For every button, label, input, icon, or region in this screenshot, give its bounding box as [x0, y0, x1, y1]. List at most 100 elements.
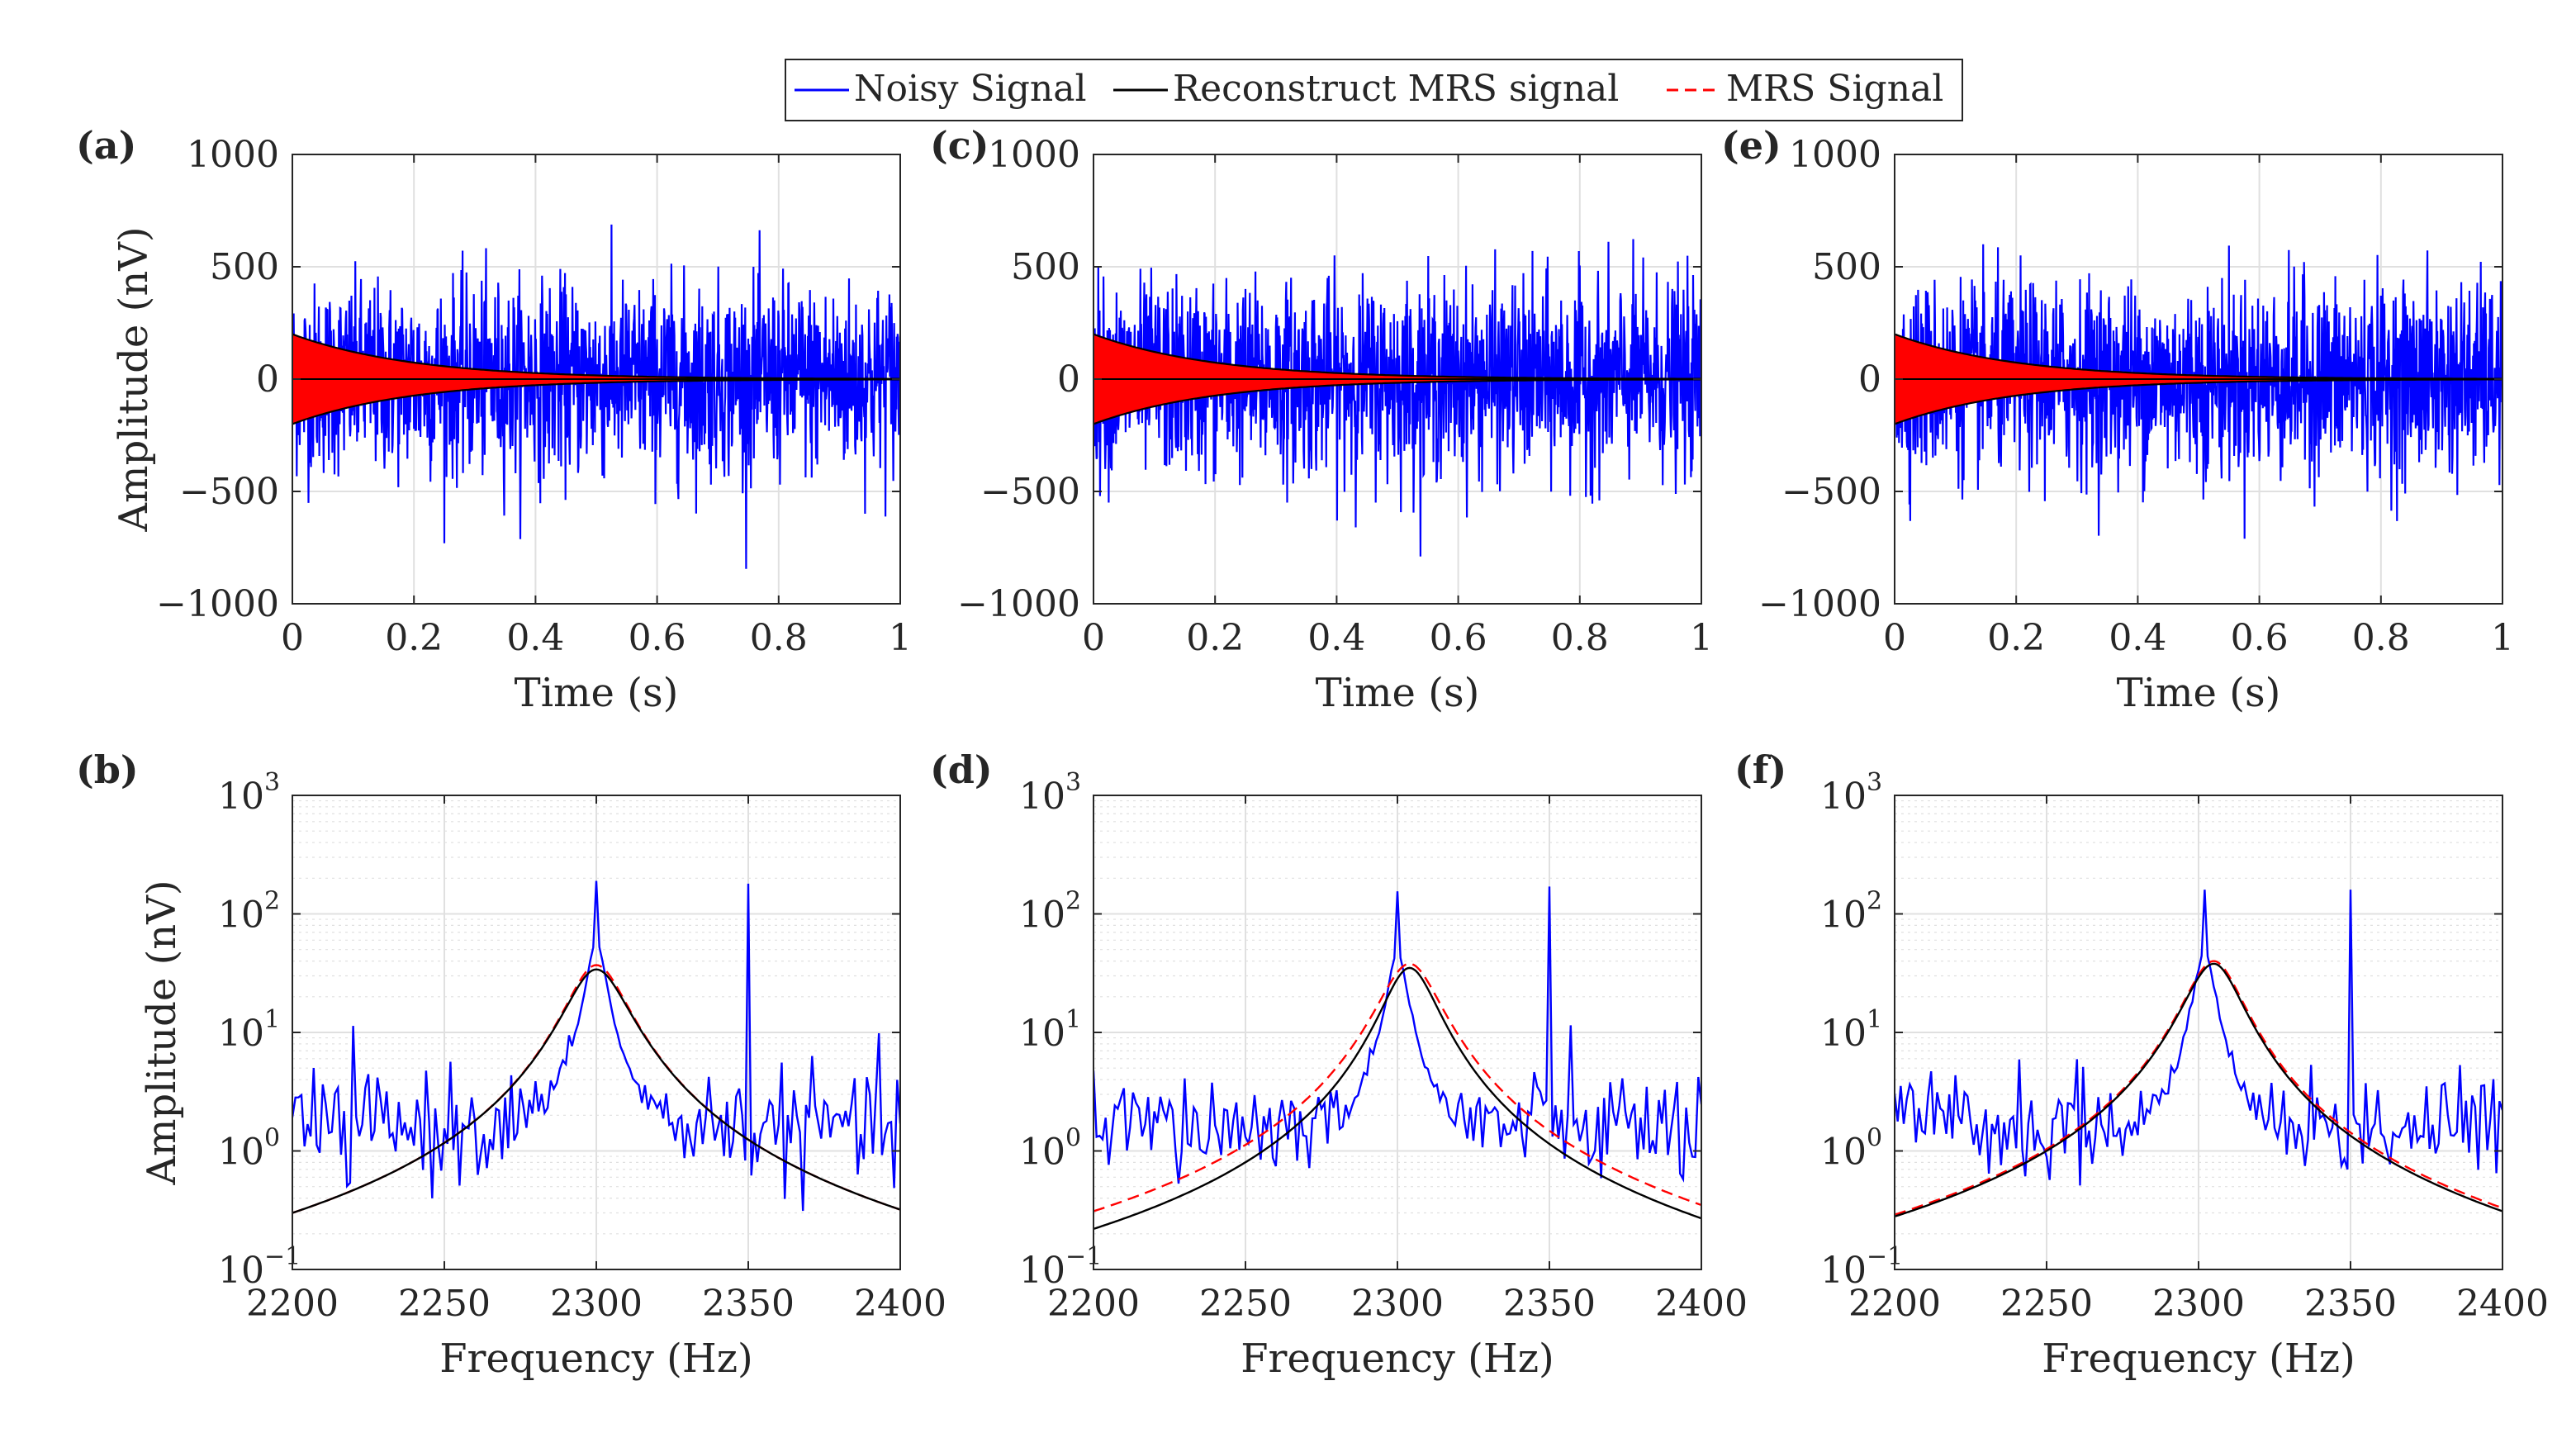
x-tick-label: 2200 [1047, 1283, 1140, 1325]
x-tick-label: 2200 [1848, 1283, 1941, 1325]
series-noisy-signal [1093, 239, 1701, 557]
series-noisy-signal [1895, 244, 2502, 539]
x-tick-label: 0.2 [1186, 617, 1244, 659]
x-tick-label: 0 [281, 617, 304, 659]
y-tick-exponent: 3 [264, 768, 280, 797]
y-tick-exponent: 1 [1065, 1005, 1081, 1034]
x-tick-label: 0.8 [750, 617, 808, 659]
x-tick-label: 0.8 [2352, 617, 2410, 659]
y-tick-label: −1000 [1758, 583, 1881, 625]
legend-label-mrs: MRS Signal [1726, 68, 1943, 110]
y-tick-exponent: 2 [1065, 887, 1081, 916]
x-tick-label: 2400 [854, 1283, 946, 1325]
y-tick-label: 0 [1858, 358, 1881, 401]
y-tick-exponent: 1 [1867, 1005, 1882, 1034]
series-noisy-signal [1093, 886, 1701, 1184]
x-tick-label: 1 [2491, 617, 2514, 659]
x-tick-label: 0.8 [1551, 617, 1609, 659]
series-group [292, 224, 900, 569]
series-reconstruct-mrs-signal [1895, 962, 2502, 1217]
x-tick-label: 2300 [2152, 1283, 2245, 1325]
x-tick-label: 2350 [702, 1283, 795, 1325]
y-tick-label: 10 [1019, 894, 1065, 937]
x-axis-label: Frequency (Hz) [1241, 1336, 1554, 1382]
y-tick-label: 500 [1812, 246, 1881, 288]
panel-label: (d) [930, 747, 993, 792]
x-tick-label: 0 [1082, 617, 1105, 659]
y-tick-label: −1000 [156, 583, 279, 625]
y-tick-label: 10 [218, 1132, 264, 1174]
series-group [1895, 890, 2502, 1217]
y-tick-exponent: 3 [1065, 768, 1081, 797]
panel-e: 0 0.2 0.4 0.6 0.8 1 −1000 −500 0 500 1000 Time (s) (… [1721, 123, 2514, 716]
y-tick-label: 10 [1019, 1250, 1065, 1292]
x-tick-label: 2400 [2456, 1283, 2549, 1325]
y-axis-label: Amplitude (nV) [111, 226, 157, 532]
y-tick-label: −500 [179, 471, 279, 513]
x-tick-label: 2250 [398, 1283, 491, 1325]
y-tick-exponent: 2 [264, 887, 280, 916]
y-tick-label: 0 [256, 358, 279, 401]
x-tick-label: 0.4 [506, 617, 564, 659]
y-tick-exponent: −1 [264, 1242, 301, 1271]
x-tick-label: 0.4 [2109, 617, 2166, 659]
y-tick-label: 10 [1019, 776, 1065, 818]
y-axis-label: Amplitude (nV) [139, 880, 185, 1185]
y-tick-exponent: −1 [1867, 1242, 1903, 1271]
legend-box [785, 59, 1963, 121]
x-tick-label: 2350 [1503, 1283, 1596, 1325]
x-tick-label: 0.6 [1430, 617, 1487, 659]
series-noisy-signal [1895, 890, 2502, 1186]
legend: Noisy Signal Reconstruct MRS signal MRS … [785, 59, 1963, 121]
y-tick-label: 0 [1057, 358, 1080, 401]
y-tick-exponent: 0 [1065, 1124, 1081, 1153]
x-tick-label: 2250 [1199, 1283, 1292, 1325]
y-tick-label: 10 [1820, 1132, 1867, 1174]
series-group [1093, 239, 1701, 557]
x-tick-label: 0.2 [385, 617, 443, 659]
series-mrs-signal [1895, 960, 2502, 1216]
y-tick-exponent: 2 [1867, 887, 1882, 916]
panel-label: (f) [1734, 747, 1786, 792]
x-tick-label: 0 [1883, 617, 1906, 659]
x-tick-label: 2400 [1655, 1283, 1748, 1325]
series-mrs-signal [1093, 962, 1701, 1212]
x-tick-label: 1 [889, 617, 912, 659]
y-tick-label: −1000 [957, 583, 1080, 625]
panel-label: (e) [1721, 123, 1781, 168]
y-tick-exponent: 3 [1867, 768, 1882, 797]
y-tick-label: 10 [218, 894, 264, 937]
series-group [292, 880, 900, 1214]
x-axis-label: Time (s) [515, 670, 679, 716]
y-tick-label: 1000 [988, 134, 1080, 176]
x-tick-label: 2200 [246, 1283, 339, 1325]
x-axis-label: Time (s) [2117, 670, 2281, 716]
y-tick-label: 10 [1820, 1013, 1867, 1055]
x-tick-label: 0.2 [1987, 617, 2045, 659]
x-tick-label: 0.4 [1307, 617, 1365, 659]
panel-label: (a) [76, 123, 136, 168]
x-tick-label: 2250 [2000, 1283, 2093, 1325]
y-tick-exponent: 1 [264, 1005, 280, 1034]
legend-label-reconstruct: Reconstruct MRS signal [1173, 68, 1619, 110]
legend-label-noisy: Noisy Signal [854, 68, 1087, 110]
y-tick-exponent: 0 [264, 1124, 280, 1153]
y-tick-label: 10 [1820, 776, 1867, 818]
panel-label: (c) [930, 123, 989, 168]
x-tick-label: 0.6 [2231, 617, 2289, 659]
y-tick-label: 10 [1019, 1132, 1065, 1174]
y-tick-exponent: 0 [1867, 1124, 1882, 1153]
x-tick-label: 1 [1690, 617, 1713, 659]
x-tick-label: 2350 [2304, 1283, 2397, 1325]
y-tick-label: 500 [210, 246, 279, 288]
x-tick-label: 0.6 [629, 617, 686, 659]
y-tick-label: 1000 [187, 134, 279, 176]
panel-label: (b) [76, 747, 139, 792]
y-tick-label: 10 [218, 1013, 264, 1055]
panel-a: 0 0.2 0.4 0.6 0.8 1 −1000 −500 0 500 1000 Time (s) A… [76, 123, 912, 716]
